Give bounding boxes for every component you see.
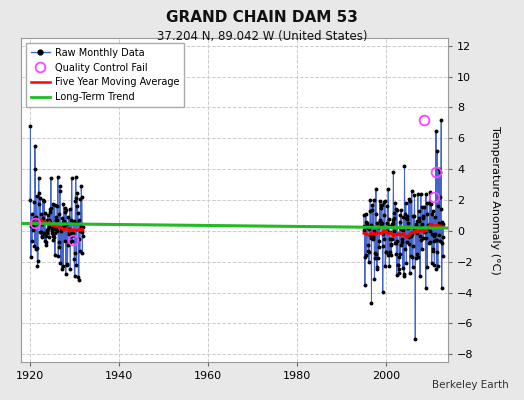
Raw Monthly Data [31, 200, 37, 204]
Line: Five Year Moving Average: Five Year Moving Average [30, 220, 83, 232]
Raw Monthly Data [75, 278, 82, 283]
Five Year Moving Average [71, 228, 78, 233]
Raw Monthly Data [70, 233, 76, 238]
Text: 37.204 N, 89.042 W (United States): 37.204 N, 89.042 W (United States) [157, 30, 367, 43]
Text: GRAND CHAIN DAM 53: GRAND CHAIN DAM 53 [166, 10, 358, 25]
Raw Monthly Data [80, 234, 86, 238]
Five Year Moving Average [65, 228, 71, 232]
Five Year Moving Average [30, 220, 37, 224]
Five Year Moving Average [27, 221, 33, 226]
Five Year Moving Average [70, 228, 77, 232]
Y-axis label: Temperature Anomaly (°C): Temperature Anomaly (°C) [490, 126, 500, 274]
Five Year Moving Average [35, 220, 41, 224]
Raw Monthly Data [27, 197, 33, 202]
Raw Monthly Data [27, 124, 34, 128]
Text: Berkeley Earth: Berkeley Earth [432, 380, 508, 390]
Five Year Moving Average [66, 229, 72, 234]
Raw Monthly Data [43, 228, 50, 233]
Legend: Raw Monthly Data, Quality Control Fail, Five Year Moving Average, Long-Term Tren: Raw Monthly Data, Quality Control Fail, … [26, 43, 184, 107]
Five Year Moving Average [80, 228, 86, 232]
Line: Raw Monthly Data: Raw Monthly Data [29, 125, 84, 282]
Raw Monthly Data [65, 214, 71, 219]
Five Year Moving Average [43, 222, 50, 226]
Raw Monthly Data [71, 218, 77, 223]
Raw Monthly Data [35, 218, 41, 223]
Five Year Moving Average [38, 217, 44, 222]
